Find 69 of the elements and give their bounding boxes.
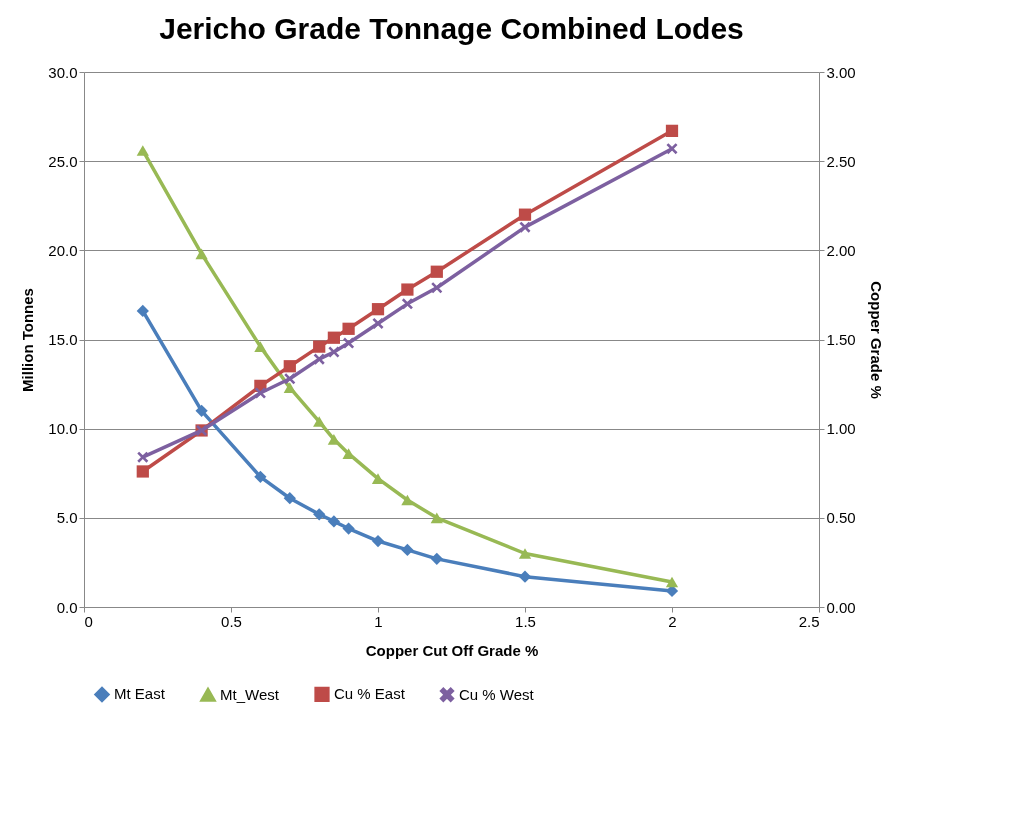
point [313,416,326,427]
y2-tick-label: 2.00 [826,241,856,259]
legend-label: Mt_West [220,685,280,703]
y2-tick-label: 3.00 [826,63,856,81]
point [136,465,149,478]
y2-axis-title: Copper Grade % [867,281,885,399]
x-tick-label: 0 [84,612,93,630]
point [343,337,355,349]
y-tick-label: 30.0 [48,63,78,81]
y-tick-label: 0.0 [56,598,78,616]
point [401,494,414,506]
point [431,282,443,294]
point [254,470,267,483]
point [327,434,341,445]
y2-tick-label: 0.00 [826,598,856,616]
point [342,322,355,335]
point [137,451,149,463]
y2-tick-label: 1.00 [826,420,856,438]
point [401,298,413,310]
y2-tick-label: 2.50 [826,152,856,170]
legend-label: Cu % West [459,685,535,703]
point [283,360,296,373]
legend-label: Mt East [114,685,166,703]
point [401,543,414,557]
point [136,145,149,156]
point [666,143,678,155]
y-tick-label: 10.0 [48,420,78,438]
point [430,512,443,524]
point [371,303,385,316]
x-tick-label: 1.5 [515,612,536,630]
x-tick-label: 1 [374,612,383,630]
point [401,283,414,296]
legend-label: Cu % East [334,685,406,703]
point [284,373,296,385]
point [665,124,679,137]
point [283,382,296,393]
x-tick-label: 0.5 [221,612,242,630]
x-tick-label: 2.5 [798,612,820,630]
point [518,548,532,559]
y-tick-label: 5.0 [56,509,78,527]
point [254,387,266,399]
point [371,473,385,484]
point [430,265,443,278]
point [254,341,267,352]
point [518,570,532,583]
point [518,208,532,221]
point [195,404,208,417]
point [665,576,679,588]
y2-tick-label: 0.50 [826,509,856,527]
point [313,353,325,365]
x-axis-title: Copper Cut Off Grade % [365,641,539,659]
x-tick-label: 2 [668,612,677,630]
point [283,492,296,505]
point [371,534,385,548]
point [372,317,384,329]
point [195,248,208,260]
point [313,340,326,353]
y-tick-label: 15.0 [48,331,78,348]
point [430,552,443,565]
chart-title: Jericho Grade Tonnage Combined Lodes [159,12,744,45]
y-tick-label: 25.0 [48,152,78,170]
point [327,515,341,528]
y-axis-title: Million Tonnes [19,288,37,392]
y2-tick-label: 1.50 [826,331,856,348]
point [327,331,341,344]
point [313,508,326,521]
point [342,522,355,535]
y-tick-label: 20.0 [48,241,78,259]
point [136,304,149,318]
